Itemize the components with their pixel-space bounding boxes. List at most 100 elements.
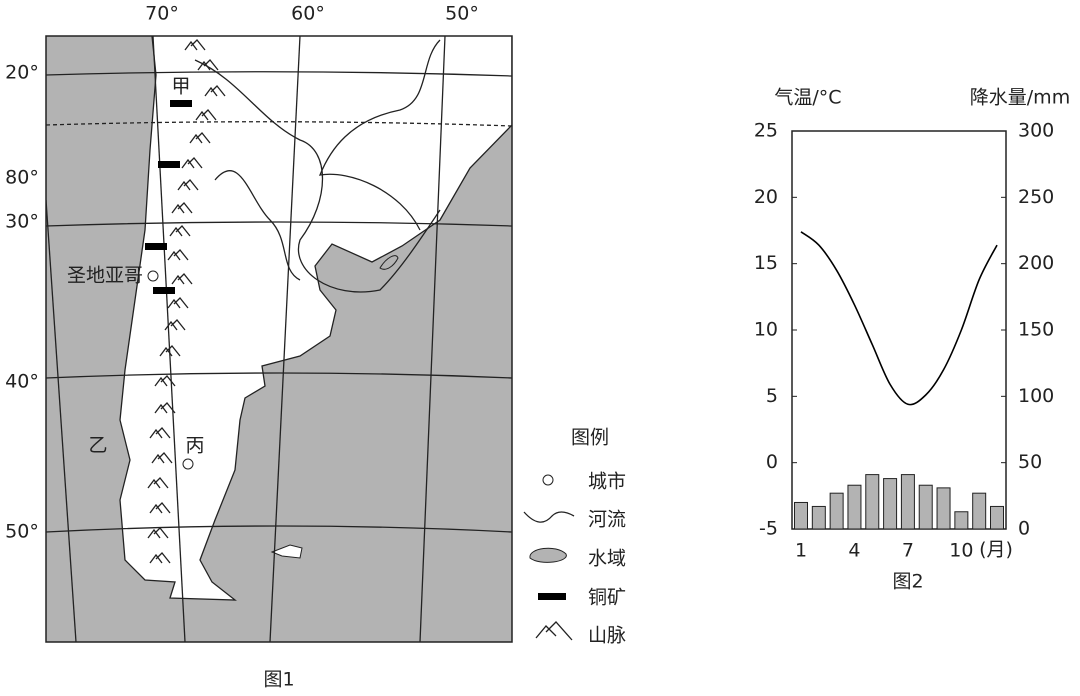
y2-tick-label: 150 bbox=[1018, 319, 1054, 341]
y-tick-label: -5 bbox=[759, 518, 778, 540]
y-tick-label: 15 bbox=[754, 252, 778, 274]
mountain-symbol bbox=[147, 477, 169, 489]
place-label: 乙 bbox=[88, 435, 107, 457]
legend-symbol bbox=[523, 511, 575, 523]
precipitation-bar bbox=[883, 478, 898, 530]
map: 70° 60° 50° 20° 80° 30° 40° 50° 甲 乙 丙 圣地… bbox=[5, 3, 513, 691]
mountain-symbol bbox=[164, 319, 186, 331]
mountain-symbol bbox=[159, 345, 181, 357]
legend-symbol bbox=[538, 593, 566, 600]
latitude-line bbox=[46, 525, 512, 533]
precipitation-bar bbox=[990, 505, 1004, 530]
mountain-range bbox=[147, 39, 226, 564]
y-tick-label: 0 bbox=[766, 451, 778, 473]
precipitation-bar bbox=[829, 492, 844, 530]
mountain-symbol bbox=[169, 225, 191, 237]
precipitation-bar bbox=[900, 474, 915, 530]
caption: 图1 bbox=[263, 669, 294, 691]
mountain-symbol bbox=[154, 402, 176, 414]
latitude-label: 40° bbox=[5, 371, 39, 393]
mountain-symbol bbox=[189, 132, 211, 144]
y-tick-label: 10 bbox=[754, 319, 778, 341]
x-axis-title: (月) bbox=[979, 539, 1013, 561]
caption: 图2 bbox=[892, 571, 923, 593]
place-label: 丙 bbox=[185, 435, 204, 457]
y-tick-label: 25 bbox=[754, 120, 778, 142]
x-tick-label: 4 bbox=[848, 540, 860, 562]
latitude-label: 50° bbox=[5, 521, 39, 543]
latitude-line bbox=[46, 372, 512, 379]
copper-mine bbox=[158, 161, 180, 168]
y2-tick-label: 200 bbox=[1018, 252, 1054, 274]
legend-label: 水域 bbox=[588, 548, 626, 570]
x-tick-label: 1 bbox=[795, 540, 807, 562]
place-label: 圣地亚哥 bbox=[67, 265, 143, 287]
copper-mine bbox=[145, 243, 167, 250]
copper-mine bbox=[170, 100, 192, 107]
legend-symbol bbox=[535, 621, 573, 641]
legend-label: 城市 bbox=[588, 471, 626, 493]
mountain-symbol bbox=[171, 202, 193, 214]
precipitation-bar bbox=[811, 505, 826, 530]
mountain-symbol bbox=[151, 452, 173, 464]
mountain-symbol bbox=[154, 375, 176, 387]
mountain-symbol bbox=[195, 109, 217, 121]
legend: 图例 城市 河流 水域 铜矿 山脉 bbox=[523, 427, 626, 647]
y2-tick-label: 250 bbox=[1018, 186, 1054, 208]
plot-frame bbox=[791, 130, 1007, 530]
mountain-symbol bbox=[197, 59, 219, 71]
legend-label: 河流 bbox=[588, 509, 626, 531]
precipitation-bar bbox=[936, 487, 951, 530]
island bbox=[270, 544, 303, 559]
mountain-symbol bbox=[147, 527, 169, 539]
legend-symbol bbox=[542, 474, 554, 486]
y-tick-label: 20 bbox=[754, 186, 778, 208]
climate-chart: 气温/°C 降水量/mm (月) 图2 -5051015202505010015… bbox=[754, 87, 1070, 593]
latitude-line bbox=[46, 221, 512, 227]
mountain-symbol bbox=[167, 249, 189, 261]
mountain-symbol bbox=[149, 427, 171, 439]
longitude-label: 70° bbox=[145, 3, 179, 25]
mountain-symbol bbox=[177, 179, 199, 191]
precipitation-bar bbox=[847, 484, 862, 530]
precipitation-bar bbox=[954, 511, 969, 530]
copper-mine bbox=[153, 287, 175, 294]
x-tick-label: 7 bbox=[902, 540, 914, 562]
longitude-label: 60° bbox=[291, 3, 325, 25]
y2-axis-title: 降水量/mm bbox=[970, 87, 1070, 109]
river bbox=[194, 59, 441, 293]
tropic-line bbox=[46, 121, 512, 127]
legend-label: 铜矿 bbox=[588, 587, 626, 609]
mountain-symbol bbox=[167, 297, 189, 309]
longitude-line bbox=[419, 36, 446, 642]
mountain-symbol bbox=[204, 85, 226, 97]
city bbox=[147, 270, 159, 282]
legend-symbol bbox=[529, 547, 567, 563]
place-label: 甲 bbox=[171, 76, 190, 98]
latitude-line bbox=[46, 71, 512, 77]
y2-tick-label: 0 bbox=[1018, 518, 1030, 540]
city bbox=[182, 458, 194, 470]
lake bbox=[379, 255, 399, 270]
y-axis-title: 气温/°C bbox=[774, 87, 841, 109]
river bbox=[318, 39, 441, 231]
precipitation-bar bbox=[794, 501, 808, 530]
legend-label: 山脉 bbox=[588, 625, 626, 647]
legend-title: 图例 bbox=[571, 427, 609, 449]
latitude-label: 20° bbox=[5, 62, 39, 84]
longitude-line bbox=[269, 36, 301, 642]
y2-tick-label: 300 bbox=[1018, 120, 1054, 142]
y-tick-label: 5 bbox=[766, 385, 778, 407]
longitude-line bbox=[46, 199, 77, 642]
mountain-symbol bbox=[149, 552, 171, 564]
mountain-symbol bbox=[181, 157, 203, 169]
y2-tick-label: 50 bbox=[1018, 451, 1042, 473]
latitude-label: 80° bbox=[5, 167, 39, 189]
mountain-symbol bbox=[184, 39, 206, 51]
mountain-symbol bbox=[149, 502, 171, 514]
precipitation-bar bbox=[865, 474, 880, 530]
y2-tick-label: 100 bbox=[1018, 385, 1054, 407]
longitude-label: 50° bbox=[445, 3, 479, 25]
latitude-label: 30° bbox=[5, 211, 39, 233]
